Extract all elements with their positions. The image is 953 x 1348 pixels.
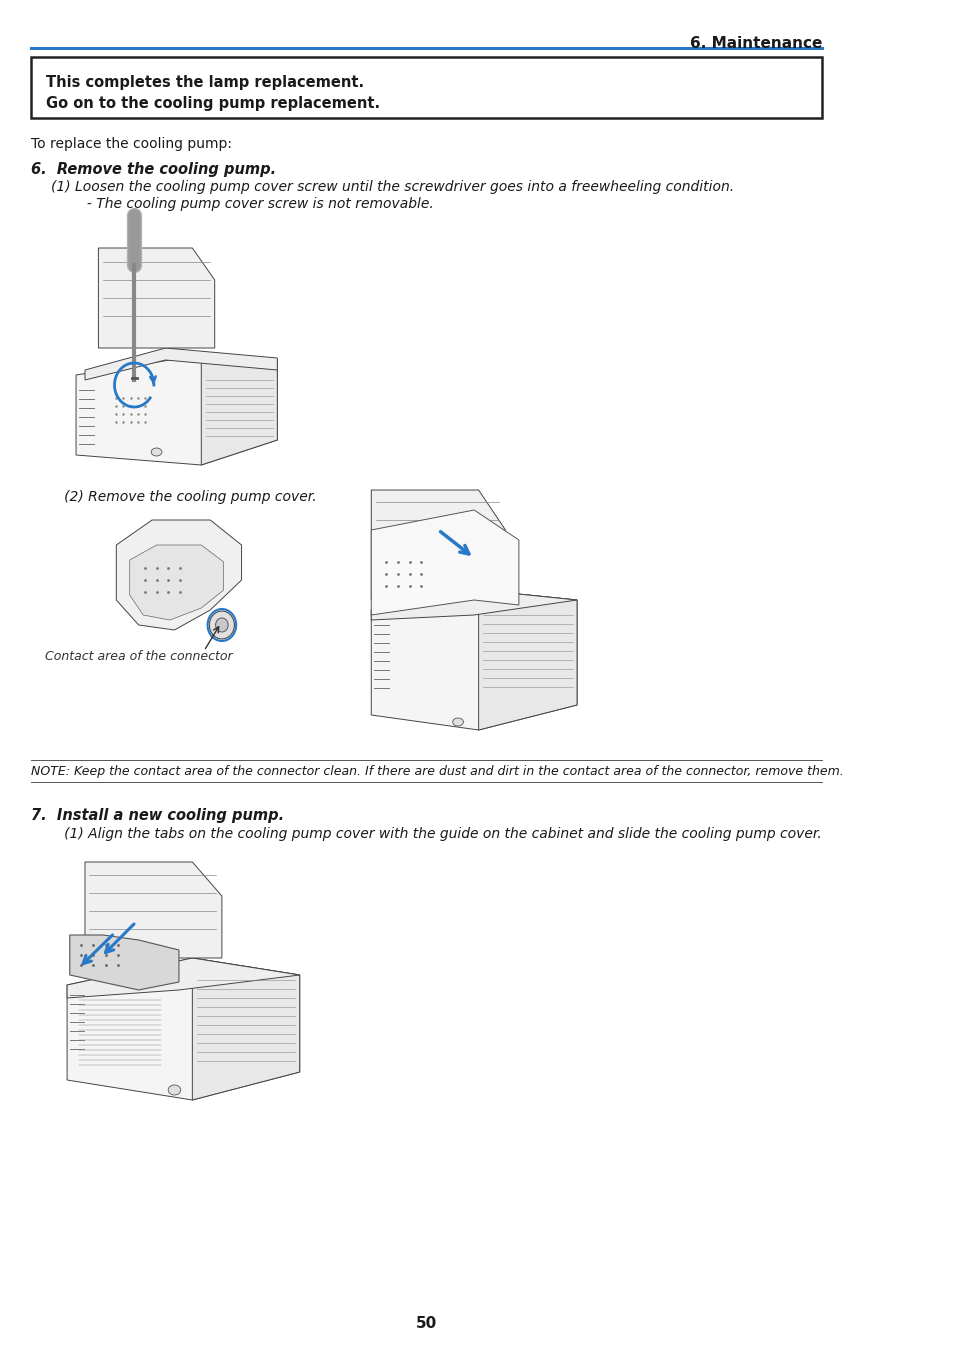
Polygon shape	[371, 510, 518, 615]
Text: 7.  Install a new cooling pump.: 7. Install a new cooling pump.	[31, 807, 284, 824]
Text: - The cooling pump cover screw is not removable.: - The cooling pump cover screw is not re…	[65, 197, 434, 212]
Polygon shape	[98, 248, 214, 348]
Text: (1) Loosen the cooling pump cover screw until the screwdriver goes into a freewh: (1) Loosen the cooling pump cover screw …	[51, 181, 734, 194]
Polygon shape	[67, 958, 299, 1100]
Polygon shape	[371, 491, 505, 600]
Polygon shape	[67, 958, 299, 998]
Polygon shape	[371, 590, 577, 620]
Polygon shape	[201, 355, 277, 465]
Ellipse shape	[168, 1085, 180, 1095]
Polygon shape	[478, 590, 577, 731]
Text: (2) Remove the cooling pump cover.: (2) Remove the cooling pump cover.	[51, 491, 316, 504]
Text: (1) Align the tabs on the cooling pump cover with the guide on the cabinet and s: (1) Align the tabs on the cooling pump c…	[51, 828, 821, 841]
Circle shape	[215, 617, 228, 632]
Circle shape	[209, 611, 234, 639]
Polygon shape	[70, 936, 179, 989]
Text: Contact area of the connector: Contact area of the connector	[45, 650, 233, 663]
Text: To replace the cooling pump:: To replace the cooling pump:	[31, 137, 233, 151]
Text: 50: 50	[416, 1316, 436, 1330]
Bar	[31, 57, 821, 119]
Text: Go on to the cooling pump replacement.: Go on to the cooling pump replacement.	[46, 96, 379, 111]
Ellipse shape	[453, 718, 463, 727]
Ellipse shape	[151, 448, 162, 456]
Text: 6.  Remove the cooling pump.: 6. Remove the cooling pump.	[31, 162, 276, 177]
Polygon shape	[193, 958, 299, 1100]
Polygon shape	[116, 520, 241, 630]
Polygon shape	[371, 590, 577, 731]
Polygon shape	[85, 861, 222, 958]
Text: NOTE: Keep the contact area of the connector clean. If there are dust and dirt i: NOTE: Keep the contact area of the conne…	[31, 766, 843, 778]
Polygon shape	[76, 355, 277, 465]
Polygon shape	[130, 545, 223, 620]
Text: 6. Maintenance: 6. Maintenance	[689, 36, 821, 51]
Polygon shape	[85, 348, 277, 380]
Text: This completes the lamp replacement.: This completes the lamp replacement.	[46, 75, 363, 90]
